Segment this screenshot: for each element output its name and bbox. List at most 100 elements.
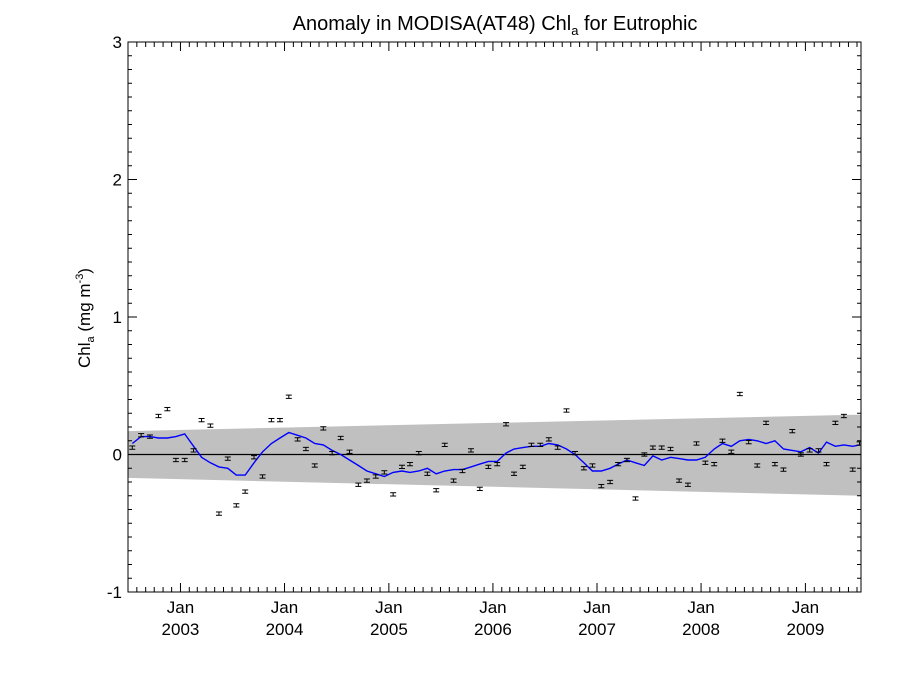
data-point: [363, 478, 370, 483]
x-tick-label-year: 2005: [370, 620, 408, 639]
data-point: [215, 511, 222, 516]
data-point: [528, 442, 535, 448]
data-point: [441, 442, 448, 448]
data-point: [823, 461, 830, 467]
chart-title: Anomaly in MODISA(AT48) Chla for Eutroph…: [293, 13, 698, 38]
data-point: [233, 503, 240, 508]
data-point: [450, 478, 457, 483]
x-tick-label-month: Jan: [479, 598, 506, 617]
data-point: [771, 461, 778, 467]
data-point: [190, 448, 197, 453]
data-point: [415, 450, 422, 456]
data-point: [224, 456, 231, 461]
y-tick-label: 3: [113, 33, 122, 52]
y-tick-label: 1: [113, 308, 122, 327]
data-point: [129, 445, 136, 450]
data-point: [607, 479, 614, 485]
data-point: [780, 467, 787, 472]
data-point: [433, 488, 440, 493]
axes: -1 0 1 2 3 Jan 2003 Jan 2004 Jan 2005 Jan 2006 Jan 200…: [107, 33, 862, 639]
data-point: [519, 464, 526, 470]
data-point: [276, 417, 283, 423]
y-axis-label-subscript: a: [85, 335, 97, 342]
data-point: [476, 486, 483, 492]
data-point: [667, 446, 674, 452]
data-point: [832, 420, 839, 426]
data-point: [856, 441, 861, 446]
x-tick-label-year: 2007: [578, 620, 616, 639]
data-point: [198, 417, 205, 423]
data-point: [155, 413, 162, 419]
data-point: [485, 464, 492, 470]
data-point: [632, 496, 639, 501]
data-point: [840, 413, 847, 419]
data-point: [693, 441, 700, 446]
x-tick-label-year: 2003: [162, 620, 200, 639]
data-point: [554, 445, 561, 450]
x-tick-label-month: Jan: [271, 598, 298, 617]
data-point: [641, 452, 648, 457]
y-axis-label-close: ): [75, 268, 94, 274]
data-point: [146, 434, 153, 439]
data-point: [684, 482, 691, 487]
x-tick-label-month: Jan: [167, 598, 194, 617]
data-point: [511, 471, 518, 476]
chart-title-main: Anomaly in MODISA(AT48) Chl: [293, 13, 572, 35]
y-tick-label: -1: [107, 583, 122, 602]
x-tick-label-month: Jan: [583, 598, 610, 617]
data-point: [789, 428, 796, 434]
data-point: [736, 391, 743, 397]
data-point: [381, 470, 388, 475]
y-axis-label: Chla (mg m-3): [74, 268, 97, 368]
y-axis-label-main: Chl: [75, 342, 94, 368]
data-point: [406, 461, 413, 467]
y-axis-label-unit: (mg m: [75, 283, 94, 336]
data-point: [329, 450, 336, 456]
data-point: [719, 438, 726, 443]
data-point: [849, 467, 856, 472]
data-point: [242, 489, 249, 494]
data-point: [580, 466, 587, 471]
data-point: [268, 417, 275, 423]
data-point: [815, 448, 822, 453]
x-tick-label-year: 2009: [786, 620, 824, 639]
data-point: [728, 449, 735, 454]
data-point: [467, 448, 474, 453]
smooth-line: [131, 431, 860, 478]
data-point: [346, 449, 353, 454]
data-point: [259, 474, 266, 479]
data-point: [294, 437, 301, 442]
data-point: [207, 423, 214, 428]
y-tick-label: 2: [113, 171, 122, 190]
data-point: [302, 446, 309, 452]
data-point: [355, 482, 362, 487]
data-point: [589, 463, 596, 468]
data-point: [649, 445, 656, 450]
data-point: [320, 426, 327, 431]
data-point: [563, 408, 570, 413]
chart-title-subscript: a: [571, 23, 579, 38]
data-point: [806, 448, 813, 453]
data-point: [763, 420, 770, 426]
data-point: [658, 445, 665, 450]
y-tick-label: 0: [113, 446, 122, 465]
data-point: [459, 468, 466, 474]
data-point: [372, 474, 379, 479]
data-point: [676, 478, 683, 483]
data-point: [702, 460, 709, 465]
data-point: [424, 471, 431, 476]
data-point: [181, 457, 188, 463]
data-point: [138, 433, 145, 438]
data-point: [337, 435, 344, 441]
data-point: [745, 439, 752, 445]
data-point: [537, 442, 544, 448]
data-point: [623, 457, 630, 463]
x-tick-label-month: Jan: [792, 598, 819, 617]
data-point: [311, 463, 318, 468]
plot-frame: [127, 41, 862, 593]
data-point: [711, 461, 718, 467]
x-tick-label-year: 2006: [474, 620, 512, 639]
data-point: [172, 457, 179, 463]
y-axis-label-superscript: -3: [74, 274, 86, 284]
data-point: [598, 483, 605, 489]
